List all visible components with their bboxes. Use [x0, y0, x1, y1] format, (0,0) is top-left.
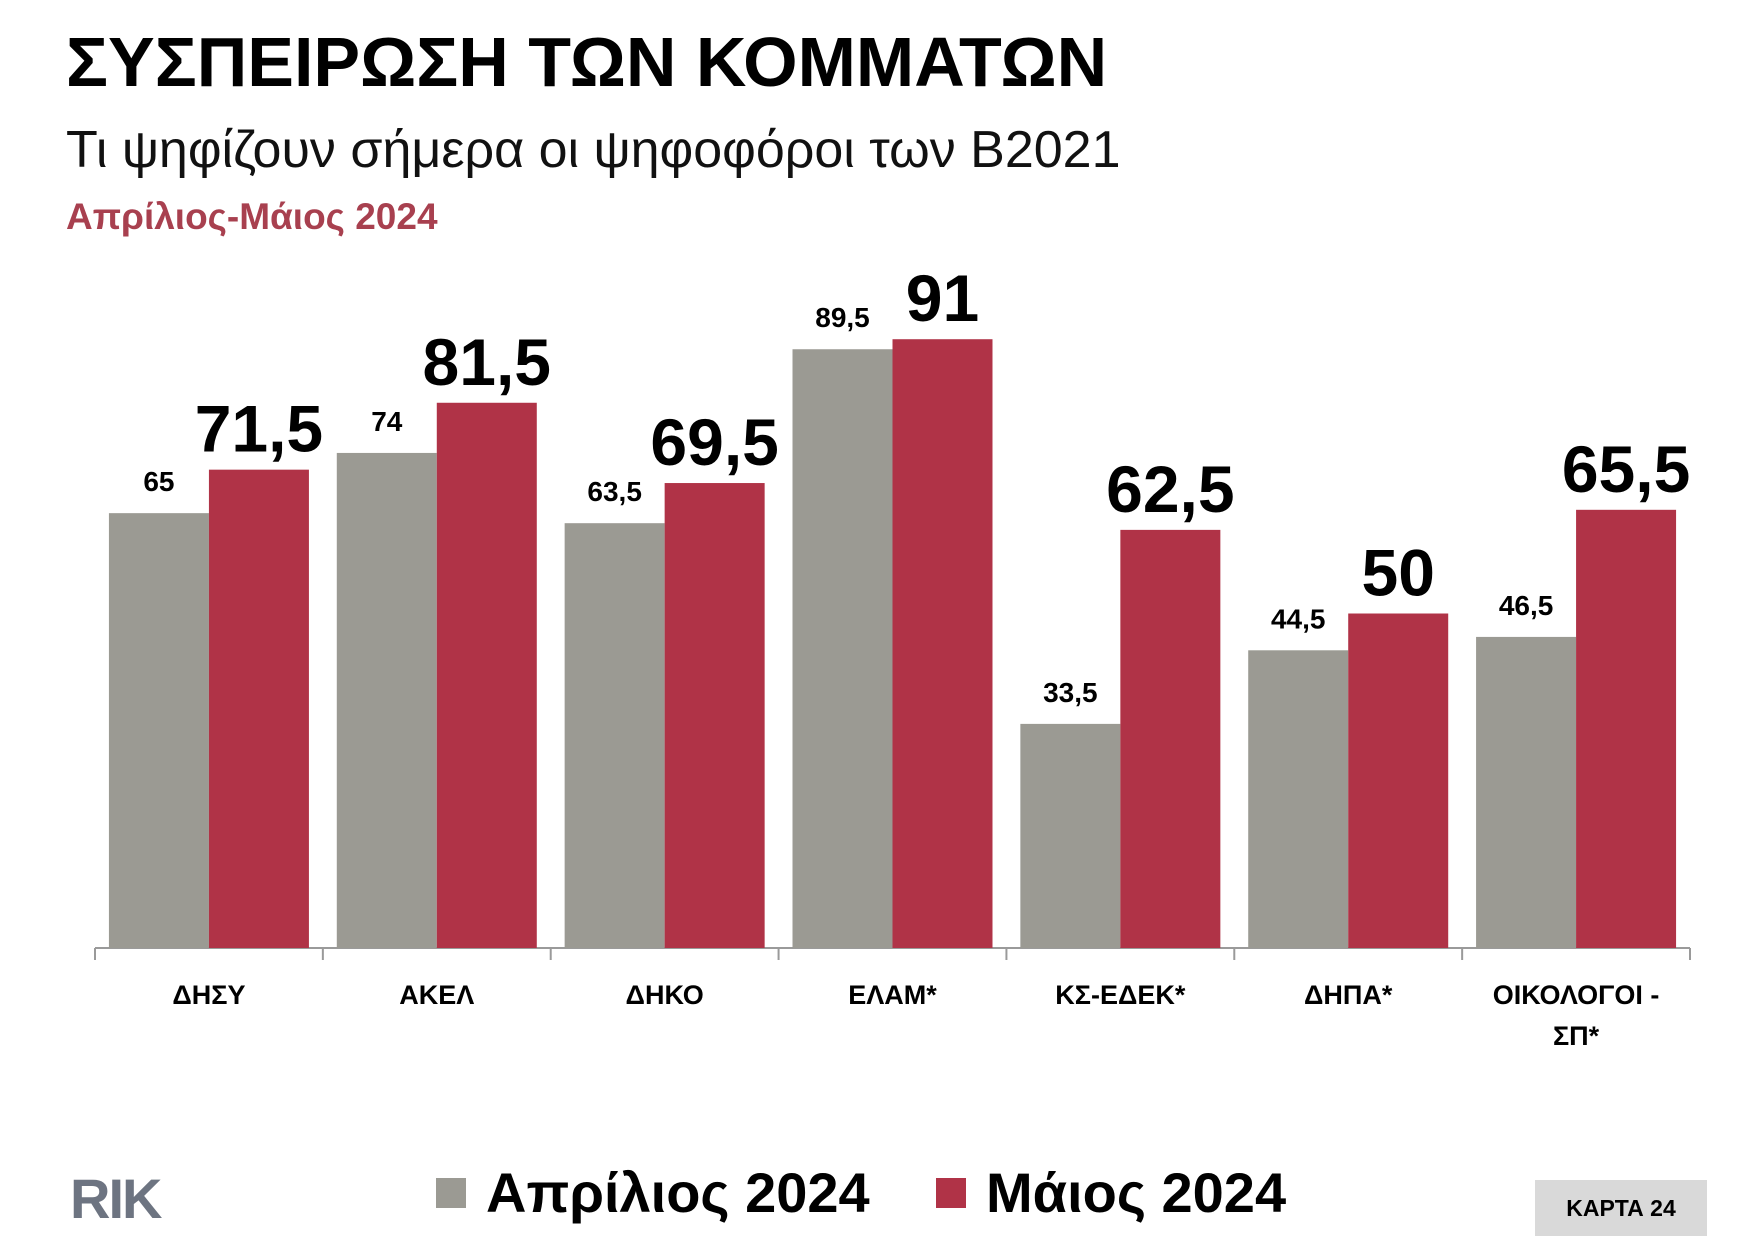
- category-label: ΕΛΑΜ*: [848, 980, 937, 1010]
- category-label: ΔΗΣΥ: [172, 980, 245, 1010]
- rik-logo-text: RIK: [70, 1167, 162, 1230]
- data-label-april: 44,5: [1271, 603, 1326, 634]
- bar-may: [1120, 529, 1221, 948]
- rik-logo: RIK: [70, 1167, 162, 1230]
- data-label-april: 65: [143, 466, 174, 497]
- chart-title: ΣΥΣΠΕΙΡΩΣΗ ΤΩΝ ΚΟΜΜΑΤΩΝ: [66, 23, 1108, 101]
- legend-swatch-may: [936, 1177, 966, 1208]
- bar-april: [564, 523, 665, 948]
- card-number-badge: ΚΑΡΤΑ 24: [1535, 1180, 1707, 1236]
- category-label: ΑΚΕΛ: [399, 980, 474, 1010]
- data-label-may: 91: [906, 261, 979, 335]
- data-label-may: 65,5: [1562, 432, 1690, 506]
- bar-may: [436, 402, 537, 948]
- data-label-april: 74: [371, 406, 403, 437]
- category-label: ΚΣ-ΕΔΕΚ*: [1055, 980, 1186, 1010]
- data-label-april: 46,5: [1499, 590, 1554, 621]
- bar-may: [1348, 613, 1449, 948]
- chart-subtitle: Τι ψηφίζουν σήμερα οι ψηφοφόροι των Β202…: [66, 121, 1121, 179]
- bar-april: [1248, 650, 1349, 948]
- bar-may: [892, 339, 993, 949]
- bar-may: [1576, 509, 1677, 948]
- category-label: ΔΗΚΟ: [626, 980, 704, 1010]
- bar-april: [108, 513, 209, 948]
- survey-period: Απρίλιος-Μάιος 2024: [66, 196, 438, 237]
- legend-label-april: Απρίλιος 2024: [486, 1161, 870, 1224]
- bar-april: [792, 349, 893, 948]
- data-label-may: 62,5: [1106, 452, 1234, 526]
- bar-april: [1476, 636, 1577, 948]
- bar-april: [1020, 723, 1121, 948]
- data-label-april: 33,5: [1043, 677, 1098, 708]
- bar-april: [336, 452, 437, 948]
- data-label-may: 81,5: [423, 325, 551, 399]
- category-label: ΔΗΠΑ*: [1304, 980, 1393, 1010]
- data-label-may: 69,5: [650, 405, 778, 479]
- legend-label-may: Μάιος 2024: [986, 1161, 1287, 1224]
- bar-may: [208, 469, 309, 948]
- category-label: ΟΙΚΟΛΟΓΟΙ -: [1493, 980, 1660, 1010]
- data-label-april: 63,5: [587, 476, 642, 507]
- data-label-april: 89,5: [815, 302, 870, 333]
- legend-swatch-april: [436, 1177, 466, 1208]
- legend-item-may: Μάιος 2024: [936, 1160, 1286, 1225]
- legend-item-april: Απρίλιος 2024: [436, 1160, 870, 1225]
- data-label-may: 71,5: [195, 392, 323, 466]
- bar-chart: 65 71,5 ΔΗΣΥ 74 81,5 ΑΚΕΛ 63,5 69,5 ΔΗΚΟ 89,5 91 ΕΛ…: [94, 261, 1691, 1051]
- data-label-may: 50: [1362, 536, 1435, 610]
- legend: Απρίλιος 2024 Μάιος 2024: [0, 1160, 1754, 1230]
- bar-may: [664, 483, 765, 948]
- category-label: ΣΠ*: [1553, 1021, 1600, 1051]
